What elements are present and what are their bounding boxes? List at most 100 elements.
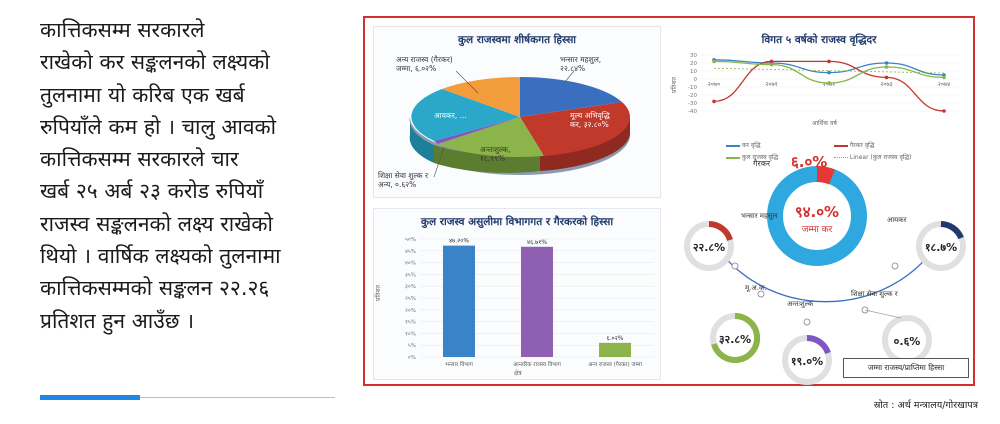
pie-label-education: शिक्षा सेवा शुल्क र अन्य, ०.६२% bbox=[378, 171, 429, 189]
series-point bbox=[942, 75, 946, 80]
series-point bbox=[827, 59, 831, 64]
y-tick-label: १५% bbox=[405, 320, 416, 326]
bar-title: कुल राजस्व असुलीमा विभागगत र गैरकरको हिस… bbox=[420, 216, 614, 228]
pie-slice-income bbox=[411, 89, 520, 141]
y-tick-label: -20 bbox=[688, 93, 697, 99]
series-point bbox=[884, 75, 889, 80]
y-tick-label: ३०% bbox=[405, 284, 416, 290]
series-point bbox=[942, 109, 946, 113]
item-value-excise: १९.०% bbox=[790, 355, 824, 368]
pie-panel: कुल राजस्वमा शीर्षकगत हिस्सा अन्य राजस्व… bbox=[373, 26, 661, 198]
bar-value-label: ६.०२% bbox=[607, 335, 624, 342]
y-tick-label: -40 bbox=[688, 109, 697, 115]
item-value-education: ०.६% bbox=[893, 335, 921, 348]
x-tick-label: आन्तरिक राजस्व विभाग bbox=[513, 361, 562, 368]
y-tick-label: १०% bbox=[405, 331, 416, 337]
series-point bbox=[827, 70, 831, 75]
y-tick-label: 20 bbox=[690, 61, 697, 67]
item-name-excise: अन्तःशुल्क bbox=[787, 300, 814, 308]
article-line: राखेको कर सङ्कलनको लक्ष्यको bbox=[40, 50, 270, 75]
article-divider bbox=[140, 397, 335, 398]
pie-label-income: आयकर, ... bbox=[434, 111, 467, 120]
series-point bbox=[712, 59, 716, 64]
pie-label-excise: अन्तःशुल्क, १८.९९% bbox=[480, 145, 511, 163]
y-tick-label: २५% bbox=[405, 296, 416, 302]
series-point bbox=[769, 59, 774, 64]
line-xlabel: आर्थिक वर्ष bbox=[812, 120, 837, 127]
article-line: खर्ब २५ अर्ब २३ करोड रुपियाँ bbox=[40, 179, 264, 204]
article-line: कात्तिकसम्म सरकारले चार bbox=[40, 147, 239, 172]
series-point bbox=[827, 81, 831, 85]
source-credit: स्रोत : अर्थ मन्त्रालय/गोरखापत्र bbox=[873, 400, 978, 411]
x-tick-label: २०७० bbox=[708, 81, 720, 88]
bar-chart: ०% ५% १०% १५% २०% २५% ३०% ३५% ४०% ४५% ५०% ४७.२०% भन्… bbox=[405, 237, 654, 368]
bar-value-label: ४६.७१% bbox=[527, 239, 547, 246]
bar-xlabel: क्षेत्र bbox=[514, 370, 522, 377]
pie-label-other: अन्य राजस्व (गैरकर) जम्मा, ६.०२% bbox=[396, 55, 453, 73]
donut-center-value: ९४.०% bbox=[794, 203, 840, 221]
line-ylabel: प्रतिशत bbox=[670, 77, 678, 93]
y-tick-label: ५% bbox=[408, 343, 416, 349]
legend-item: गैरकर वृद्धि bbox=[834, 141, 874, 149]
article-line: थियो । वार्षिक लक्ष्यको तुलनामा bbox=[40, 244, 281, 269]
donut-outer-value: ६.०% bbox=[791, 153, 828, 171]
x-tick-label: अन्य राजस्व (गैरकर) जम्मा bbox=[588, 361, 642, 368]
bar-value-label: ४७.२०% bbox=[449, 238, 469, 245]
infographic: कुल राजस्वमा शीर्षकगत हिस्सा अन्य राजस्व… bbox=[363, 16, 975, 386]
article-text: कात्तिकसम्म सरकारले राखेको कर सङ्कलनको ल… bbox=[40, 14, 340, 337]
x-tick-label: २०७४ bbox=[938, 81, 950, 88]
article-line: प्रतिशत हुन आउँछ । bbox=[40, 308, 195, 333]
series-point bbox=[884, 61, 889, 65]
bar bbox=[443, 245, 475, 357]
article-line: रुपियाँले कम हो । चालु आवको bbox=[40, 114, 277, 139]
donut-legend: जम्मा राजस्व/प्राप्तिमा हिस्सा bbox=[843, 358, 969, 378]
pie-label-vat: मूल्य अभिवृद्धि कर, ३२.८०% bbox=[570, 111, 610, 129]
article-line: तुलनामा यो करिब एक खर्ब bbox=[40, 82, 245, 107]
series-point bbox=[712, 99, 716, 104]
legend-item: कर वृद्धि bbox=[726, 141, 761, 149]
pie-chart bbox=[409, 70, 630, 178]
bar bbox=[521, 246, 553, 357]
y-tick-label: 30 bbox=[690, 53, 697, 59]
article-accent-bar bbox=[40, 395, 140, 400]
pie-slice-other bbox=[442, 77, 520, 117]
y-tick-label: -10 bbox=[688, 85, 697, 91]
y-tick-label: 10 bbox=[690, 69, 697, 75]
bar-panel: कुल राजस्व असुलीमा विभागगत र गैरकरको हिस… bbox=[373, 208, 661, 380]
pie-title: कुल राजस्वमा शीर्षकगत हिस्सा bbox=[457, 34, 577, 46]
pie-slice-education bbox=[434, 117, 520, 144]
donut-center-label: जम्मा कर bbox=[801, 225, 833, 235]
pie-slice-vat bbox=[520, 102, 630, 156]
pie-label-customs: भन्सार महशुल, २२.८४% bbox=[560, 55, 602, 73]
item-value-customs: २२.८% bbox=[692, 241, 726, 254]
bar-ylabel: प्रतिशत bbox=[374, 285, 382, 301]
item-name-income: आयकर bbox=[887, 216, 907, 224]
article-line: राजस्व सङ्कलनको लक्ष्य राखेको bbox=[40, 211, 273, 236]
donut-outer-label: गैरकर bbox=[753, 159, 771, 168]
item-name-education: शिक्षा सेवा शुल्क र bbox=[851, 290, 898, 298]
y-tick-label: ३५% bbox=[405, 272, 416, 278]
series-point bbox=[884, 65, 889, 69]
legend-item: कुल राजस्व वृद्धि bbox=[726, 153, 778, 161]
item-value-vat: ३२.८% bbox=[718, 333, 752, 346]
y-tick-label: ५०% bbox=[405, 237, 416, 243]
series-point bbox=[769, 62, 774, 67]
y-tick-label: ०% bbox=[408, 355, 416, 361]
article-line: कात्तिकसम्म सरकारले bbox=[40, 18, 205, 42]
y-tick-label: ४५% bbox=[405, 249, 416, 255]
line-legend: कर वृद्धि गैरकर वृद्धि कुल राजस्व वृद्धि… bbox=[726, 141, 966, 169]
donut-graphic bbox=[684, 166, 966, 385]
y-tick-label: २०% bbox=[405, 308, 416, 314]
x-tick-label: २०७३ bbox=[880, 81, 892, 88]
line-title: विगत ५ वर्षको राजस्व वृद्धिदर bbox=[761, 34, 877, 46]
x-tick-label: भन्सार विभाग bbox=[445, 361, 474, 368]
donut-panel: गैरकर ६.०% ९४.०% जम्मा कर २२.८% भन्सार म… bbox=[665, 153, 975, 386]
y-tick-label: -30 bbox=[688, 101, 697, 107]
pie-slice-excise bbox=[438, 117, 544, 158]
y-tick-label: 0 bbox=[694, 77, 698, 83]
article-line: कात्तिकसम्मको सङ्कलन २२.२६ bbox=[40, 276, 270, 301]
item-value-income: १८.७% bbox=[924, 241, 958, 254]
bar bbox=[599, 342, 631, 357]
pie-slice-customs bbox=[520, 77, 622, 117]
x-tick-label: २०७१ bbox=[765, 81, 777, 88]
